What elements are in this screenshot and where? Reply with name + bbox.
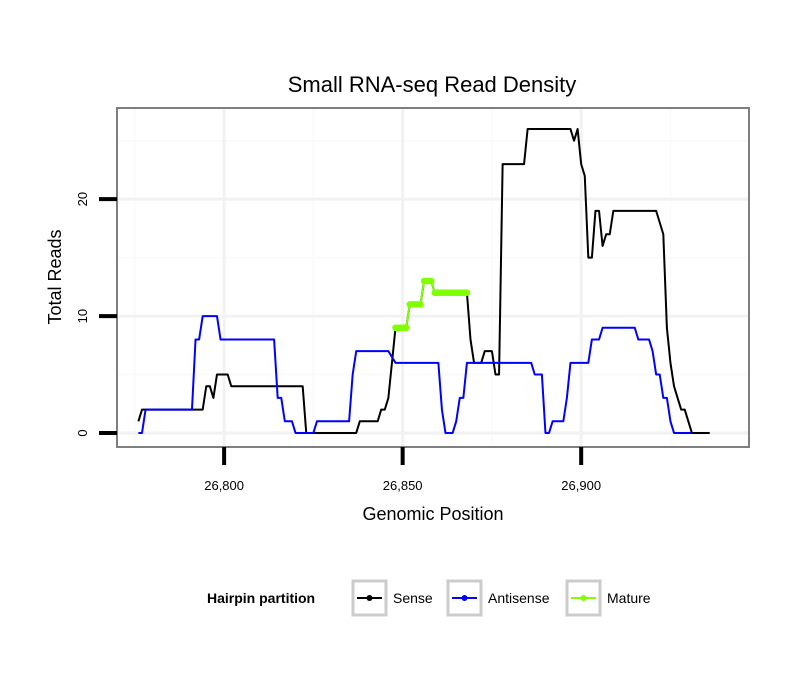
legend-item-mature: Mature xyxy=(565,579,651,617)
series-mature xyxy=(392,277,471,332)
x-axis: 26,800 26,850 26,900 xyxy=(204,447,601,493)
legend-key-point xyxy=(366,595,373,601)
grid-lines xyxy=(117,108,749,447)
y-tick-label: 20 xyxy=(75,192,90,206)
x-tick-label: 26,900 xyxy=(561,478,601,493)
y-tick-label: 10 xyxy=(75,309,90,323)
series-antisense xyxy=(138,315,692,434)
y-axis: 0 10 20 xyxy=(75,192,117,437)
mature-connector xyxy=(419,280,426,305)
x-tick-label: 26,800 xyxy=(204,478,244,493)
series-sense xyxy=(137,128,710,434)
mature-point xyxy=(417,301,424,308)
legend: Hairpin partition Sense Antisense Mature xyxy=(207,579,651,617)
plot-panel xyxy=(116,107,750,448)
series-line-antisense xyxy=(138,315,692,434)
legend-label: Sense xyxy=(393,590,433,606)
legend-label: Mature xyxy=(607,590,651,606)
legend-key-point xyxy=(461,595,468,601)
plot-panel-background xyxy=(117,108,749,447)
x-tick-label: 26,850 xyxy=(383,478,423,493)
plot-panel-border xyxy=(116,107,750,448)
series-layer xyxy=(137,128,710,434)
y-tick-label: 0 xyxy=(75,429,90,436)
legend-item-antisense: Antisense xyxy=(446,579,550,617)
mature-point xyxy=(463,289,471,296)
legend-item-sense: Sense xyxy=(351,579,433,617)
series-line-sense xyxy=(137,128,710,434)
legend-label: Antisense xyxy=(488,590,550,606)
legend-key-point xyxy=(580,595,587,601)
x-axis-title: Genomic Position xyxy=(362,504,503,524)
mature-connector xyxy=(405,304,411,328)
legend-title: Hairpin partition xyxy=(207,590,315,606)
chart-title: Small RNA-seq Read Density xyxy=(288,72,577,97)
y-axis-title: Total Reads xyxy=(45,229,65,324)
